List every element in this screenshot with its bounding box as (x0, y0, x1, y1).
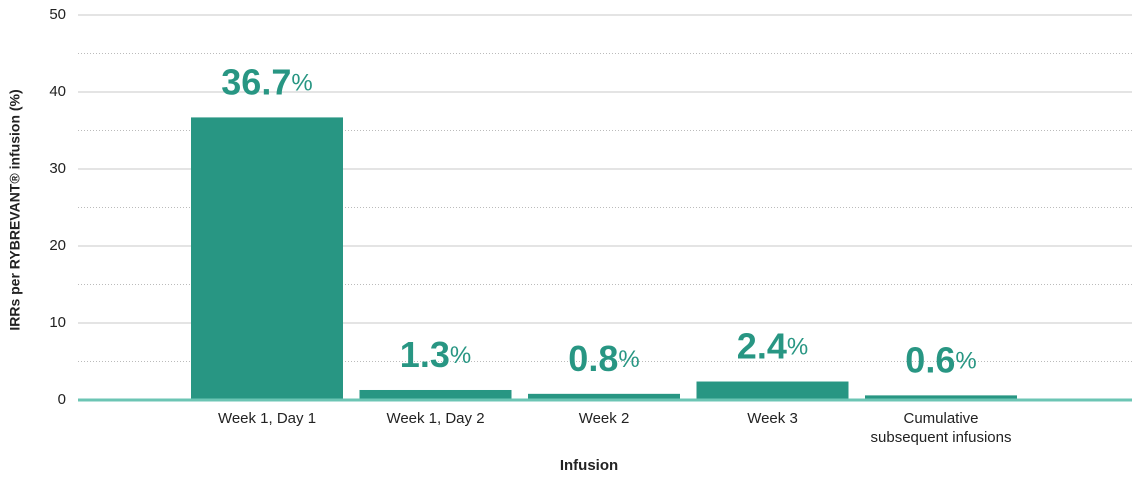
y-tick-label: 0 (58, 391, 66, 408)
y-tick-label: 40 (49, 83, 66, 100)
x-tick-label: Week 2 (579, 410, 630, 427)
value-label: 2.4% (737, 325, 808, 366)
x-tick-label: Cumulative subsequent infusions (871, 410, 1012, 446)
value-label: 0.6% (905, 339, 976, 380)
value-label: 0.8% (568, 337, 639, 378)
y-tick-label: 10 (49, 314, 66, 331)
bar (865, 395, 1017, 400)
x-tick-label: Week 3 (747, 410, 798, 427)
y-tick-label: 30 (49, 160, 66, 177)
value-label: 36.7% (221, 61, 312, 102)
bar (528, 393, 680, 400)
y-tick-label: 20 (49, 237, 66, 254)
value-label: 1.3% (400, 334, 471, 375)
y-axis-title: IRRs per RYBREVANT® infusion (%) (7, 89, 23, 330)
bar (191, 117, 343, 400)
bar (696, 381, 849, 400)
y-tick-label: 50 (49, 6, 66, 23)
bar (359, 389, 512, 400)
x-axis-title: Infusion (560, 457, 618, 474)
x-tick-label: Week 1, Day 2 (386, 410, 484, 427)
x-tick-label: Week 1, Day 1 (218, 410, 316, 427)
